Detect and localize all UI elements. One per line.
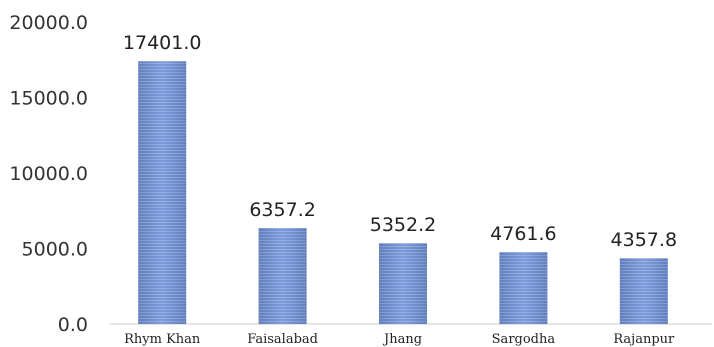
bar-shading [499, 252, 548, 324]
x-axis: Rhym Khan Faisalabad Jhang Sargodha Rajanpur [124, 332, 675, 347]
y-tick-label: 5000.0 [22, 239, 88, 261]
data-label: 4357.8 [611, 229, 677, 251]
y-axis: 0.0 5000.0 10000.0 15000.0 20000.0 [9, 12, 88, 336]
bars [138, 61, 668, 324]
y-tick-label: 0.0 [58, 314, 88, 336]
y-tick-label: 20000.0 [9, 12, 88, 34]
bar-shading [138, 61, 187, 324]
data-label: 6357.2 [249, 199, 315, 221]
bar-shading [379, 243, 427, 324]
data-label: 4761.6 [490, 223, 556, 245]
data-label: 17401.0 [123, 32, 202, 54]
x-tick-label: Rajanpur [613, 332, 675, 347]
x-tick-label: Sargodha [492, 332, 556, 347]
x-tick-label: Rhym Khan [124, 332, 201, 347]
y-tick-label: 10000.0 [9, 163, 88, 185]
x-tick-label: Faisalabad [247, 332, 318, 347]
bar-shading [258, 228, 307, 324]
bar-shading [619, 258, 668, 324]
x-tick-label: Jhang [382, 332, 422, 347]
y-tick-label: 15000.0 [9, 88, 88, 110]
data-label: 5352.2 [370, 214, 436, 236]
data-labels: 17401.0 6357.2 5352.2 4761.6 4357.8 [123, 32, 677, 251]
